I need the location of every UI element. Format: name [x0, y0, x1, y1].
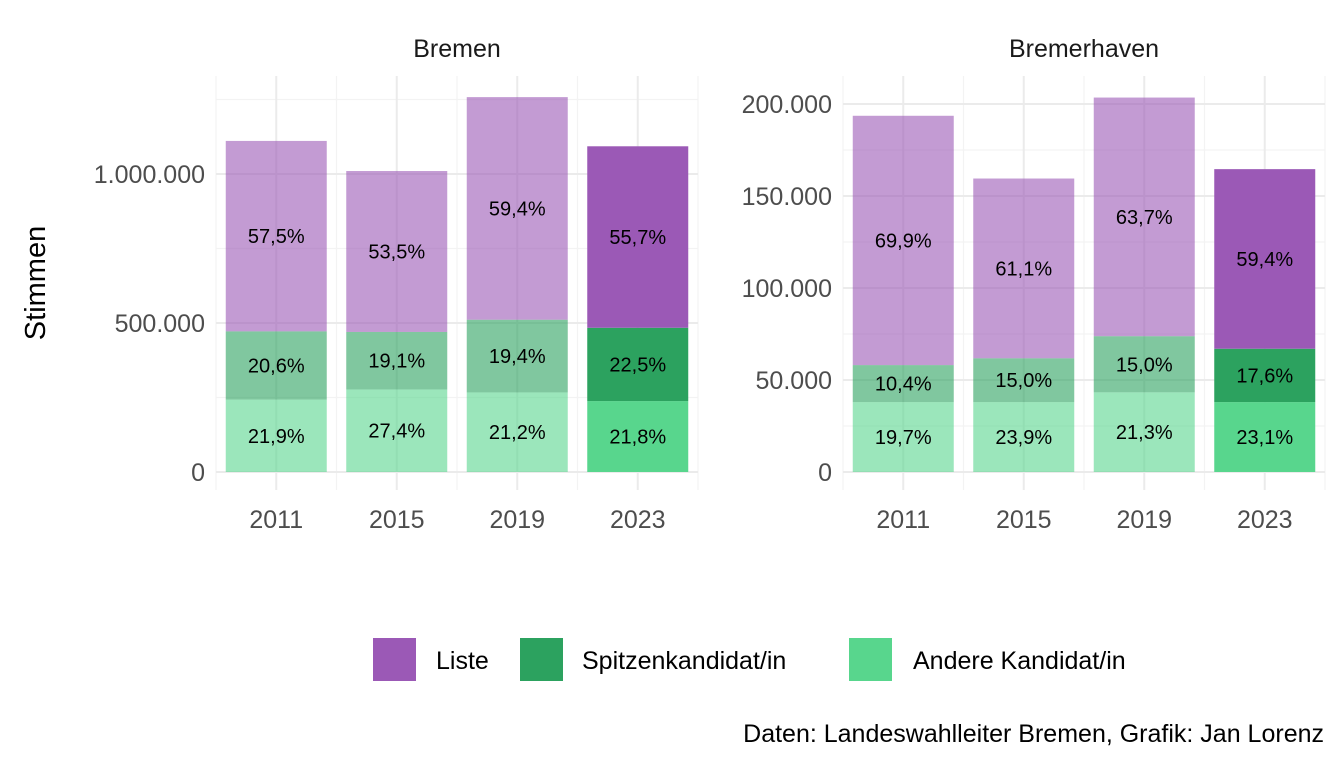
bar-data-label: 55,7%: [609, 227, 666, 249]
bar-data-label: 23,9%: [995, 427, 1052, 449]
legend-item: Andere Kandidat/in: [849, 638, 1126, 681]
bar-segment: [466, 392, 568, 472]
y-axis-title: Stimmen: [20, 226, 52, 340]
bar-segment: [225, 140, 327, 332]
bar-segment: [1093, 392, 1195, 472]
caption: Daten: Landeswahlleiter Bremen, Grafik: …: [743, 720, 1324, 748]
legend: Liste Spitzenkandidat/in Andere Kandidat/i…: [373, 638, 1126, 681]
x-tick-label: 2015: [369, 506, 425, 534]
x-tick-label: 2011: [876, 506, 930, 534]
y-tick-label: 200.000: [742, 91, 832, 119]
bar-data-label: 21,2%: [489, 422, 546, 444]
legend-label: Andere Kandidat/in: [913, 647, 1126, 675]
bar-segment: [225, 399, 327, 472]
bar-segment: [852, 402, 954, 472]
bar-segment: [973, 402, 1075, 472]
y-tick-label: 150.000: [742, 183, 832, 211]
bar-data-label: 59,4%: [489, 198, 546, 220]
bar-data-label: 20,6%: [248, 355, 305, 377]
y-tick-label: 500.000: [115, 310, 205, 338]
x-tick-label: 2019: [1116, 506, 1172, 534]
bar-segment: [225, 331, 327, 400]
bar-segment: [346, 389, 448, 472]
x-tick-label: 2023: [1237, 506, 1293, 534]
bar-data-label: 69,9%: [875, 230, 932, 252]
bar-segment: [587, 401, 689, 472]
bar-segment: [346, 331, 448, 390]
x-tick-label: 2019: [489, 506, 545, 534]
legend-label: Liste: [436, 647, 489, 675]
bar-data-label: 61,1%: [995, 258, 1052, 280]
bar-data-label: 19,4%: [489, 346, 546, 368]
bar-data-label: 15,0%: [1116, 354, 1173, 376]
panel-title: Bremen: [413, 35, 501, 63]
y-tick-label: 0: [191, 459, 205, 487]
facet-panel: Bremen 0 500.000 1.000.000 2011 2015 2019 2023 2…: [94, 35, 699, 534]
bar-segment: [1214, 402, 1316, 472]
bar-data-label: 21,9%: [248, 426, 305, 448]
legend-item: Spitzenkandidat/in: [520, 638, 786, 681]
bar-data-label: 57,5%: [248, 226, 305, 248]
x-tick-label: 2011: [249, 506, 303, 534]
bar-data-label: 21,3%: [1116, 422, 1173, 444]
bars: 21,9% 20,6% 57,5% 27,4% 19,1% 53,5% 21,2% 19,4%…: [225, 97, 689, 472]
bar-data-label: 59,4%: [1236, 249, 1293, 271]
bar-segment: [587, 327, 689, 402]
legend-item: Liste: [373, 638, 489, 681]
legend-key: [849, 638, 892, 681]
y-tick-label: 50.000: [756, 367, 832, 395]
bar-data-label: 19,1%: [368, 351, 425, 373]
bar-segment: [1093, 336, 1195, 393]
y-tick-label: 100.000: [742, 275, 832, 303]
bars: 19,7% 10,4% 69,9% 23,9% 15,0% 61,1% 21,3% 15,0%…: [852, 97, 1316, 472]
y-tick-label: 0: [818, 459, 832, 487]
bar-segment: [852, 115, 954, 366]
bar-data-label: 23,1%: [1236, 427, 1293, 449]
bar-data-label: 10,4%: [875, 374, 932, 396]
bar-segment: [973, 178, 1075, 359]
x-tick-label: 2015: [996, 506, 1052, 534]
bar-data-label: 15,0%: [995, 370, 1052, 392]
legend-label: Spitzenkandidat/in: [582, 647, 786, 675]
y-tick-label: 1.000.000: [94, 161, 205, 189]
bar-segment: [1214, 169, 1316, 349]
facet-panel: Bremerhaven 0 50.000 100.000 150.000 200.000 2…: [742, 35, 1326, 534]
bar-data-label: 22,5%: [609, 354, 666, 376]
legend-key: [520, 638, 563, 681]
bar-segment: [587, 146, 689, 328]
bar-segment: [1093, 97, 1195, 337]
bar-segment: [1214, 348, 1316, 403]
bar-data-label: 27,4%: [368, 421, 425, 443]
bar-data-label: 21,8%: [609, 427, 666, 449]
panel-title: Bremerhaven: [1009, 35, 1159, 63]
bar-segment: [346, 171, 448, 332]
bar-data-label: 17,6%: [1236, 365, 1293, 387]
bar-data-label: 53,5%: [368, 241, 425, 263]
bar-data-label: 63,7%: [1116, 207, 1173, 229]
legend-key: [373, 638, 416, 681]
bar-segment: [973, 358, 1075, 403]
bar-segment: [852, 365, 954, 403]
bar-segment: [466, 97, 568, 320]
bar-data-label: 19,7%: [875, 427, 932, 449]
bar-segment: [466, 319, 568, 393]
x-tick-label: 2023: [610, 506, 666, 534]
panels: Bremen 0 500.000 1.000.000 2011 2015 2019 2023 2…: [94, 35, 1326, 534]
